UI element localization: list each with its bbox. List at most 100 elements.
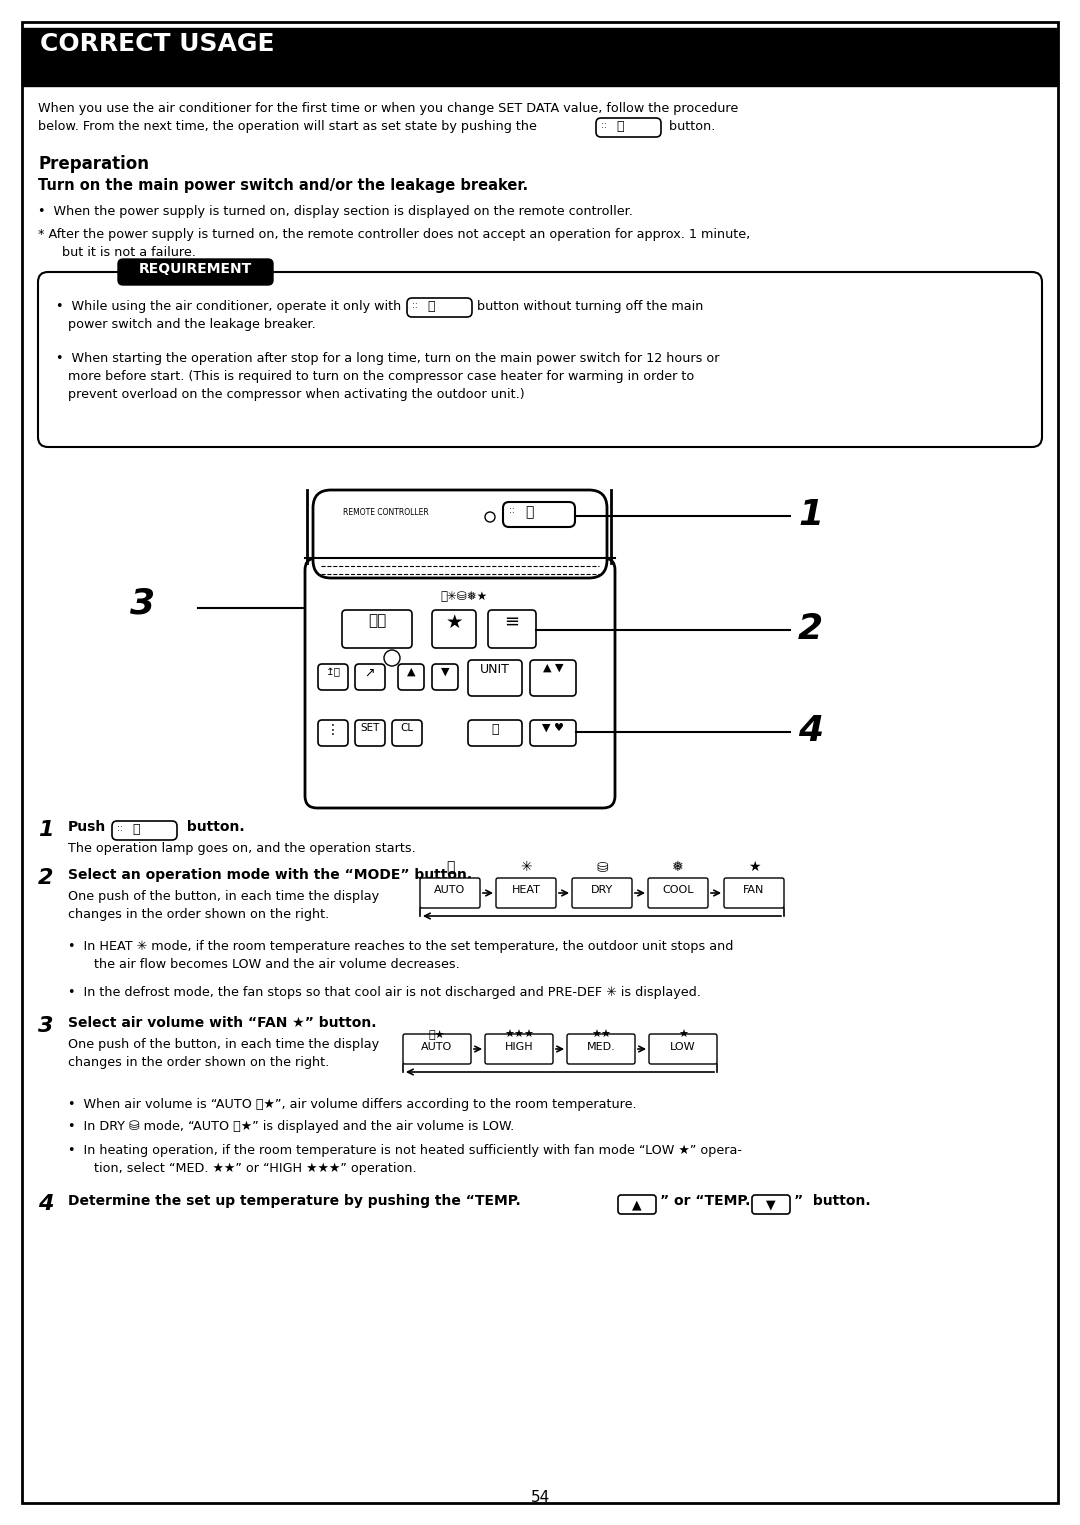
Text: Select air volume with “FAN ★” button.: Select air volume with “FAN ★” button. (68, 1016, 377, 1029)
FancyBboxPatch shape (112, 820, 177, 840)
FancyBboxPatch shape (355, 720, 384, 746)
Text: AUTO: AUTO (421, 1042, 453, 1052)
Text: •  In the defrost mode, the fan stops so that cool air is not discharged and PRE: • In the defrost mode, the fan stops so … (68, 987, 701, 999)
FancyBboxPatch shape (572, 878, 632, 907)
Text: ↥⏻: ↥⏻ (325, 666, 340, 677)
Text: Push: Push (68, 820, 106, 834)
FancyBboxPatch shape (38, 271, 1042, 447)
FancyBboxPatch shape (468, 660, 522, 695)
Text: the air flow becomes LOW and the air volume decreases.: the air flow becomes LOW and the air vol… (82, 958, 460, 971)
FancyBboxPatch shape (530, 660, 576, 695)
FancyBboxPatch shape (305, 558, 615, 808)
Text: DRY: DRY (591, 884, 613, 895)
Circle shape (384, 650, 400, 666)
FancyBboxPatch shape (399, 663, 424, 689)
Text: •  When starting the operation after stop for a long time, turn on the main powe: • When starting the operation after stop… (56, 352, 719, 364)
Text: •  When air volume is “AUTO Ⓐ★”, air volume differs according to the room temper: • When air volume is “AUTO Ⓐ★”, air volu… (68, 1098, 636, 1112)
FancyBboxPatch shape (318, 720, 348, 746)
Text: ★: ★ (747, 860, 760, 874)
Text: 4: 4 (38, 1194, 54, 1214)
Text: CORRECT USAGE: CORRECT USAGE (40, 32, 274, 56)
Text: ” or “TEMP.: ” or “TEMP. (660, 1194, 751, 1208)
Text: 2: 2 (38, 868, 54, 888)
Text: UNIT: UNIT (481, 663, 510, 676)
Text: One push of the button, in each time the display: One push of the button, in each time the… (68, 891, 379, 903)
Text: •  In HEAT ✳ mode, if the room temperature reaches to the set temperature, the o: • In HEAT ✳ mode, if the room temperatur… (68, 939, 733, 953)
FancyBboxPatch shape (485, 1034, 553, 1064)
Text: MED.: MED. (586, 1042, 616, 1052)
Text: •  While using the air conditioner, operate it only with: • While using the air conditioner, opera… (56, 300, 402, 313)
Text: Ⓐ: Ⓐ (446, 860, 455, 874)
FancyBboxPatch shape (530, 720, 576, 746)
Text: ★: ★ (445, 613, 462, 631)
Text: ▲: ▲ (632, 1199, 642, 1211)
Text: REQUIREMENT: REQUIREMENT (138, 262, 252, 276)
Text: ”  button.: ” button. (794, 1194, 870, 1208)
FancyBboxPatch shape (420, 878, 480, 907)
Text: ★★: ★★ (591, 1029, 611, 1040)
Text: ✳: ✳ (521, 860, 531, 874)
FancyBboxPatch shape (596, 117, 661, 137)
Text: 3: 3 (38, 1016, 54, 1035)
Text: more before start. (This is required to turn on the compressor case heater for w: more before start. (This is required to … (56, 371, 694, 383)
Text: 1: 1 (38, 820, 54, 840)
Text: ≡: ≡ (504, 613, 519, 631)
FancyBboxPatch shape (403, 1034, 471, 1064)
FancyBboxPatch shape (649, 1034, 717, 1064)
Text: ⏰⏻: ⏰⏻ (368, 613, 387, 628)
Text: ⏻: ⏻ (427, 300, 434, 313)
Text: •  When the power supply is turned on, display section is displayed on the remot: • When the power supply is turned on, di… (38, 204, 633, 218)
Text: ⛁: ⛁ (596, 860, 608, 874)
Text: ::: :: (117, 824, 123, 833)
Text: ▲: ▲ (407, 666, 415, 677)
Text: ::: :: (411, 300, 418, 310)
Text: 1: 1 (798, 499, 823, 532)
Text: 3: 3 (130, 586, 156, 621)
Text: 54: 54 (530, 1490, 550, 1505)
Circle shape (485, 512, 495, 522)
Text: The operation lamp goes on, and the operation starts.: The operation lamp goes on, and the oper… (68, 842, 416, 856)
Text: Select an operation mode with the “MODE” button.: Select an operation mode with the “MODE”… (68, 868, 472, 881)
Text: ▼: ▼ (766, 1199, 775, 1211)
Text: ▼: ▼ (441, 666, 449, 677)
Text: ⏻: ⏻ (616, 120, 623, 133)
Text: prevent overload on the compressor when activating the outdoor unit.): prevent overload on the compressor when … (56, 387, 525, 401)
Text: HEAT: HEAT (512, 884, 540, 895)
Text: Preparation: Preparation (38, 156, 149, 172)
Text: CL: CL (401, 723, 414, 734)
Text: •  In heating operation, if the room temperature is not heated sufficiently with: • In heating operation, if the room temp… (68, 1144, 742, 1157)
Text: SET: SET (361, 723, 380, 734)
FancyBboxPatch shape (648, 878, 708, 907)
Text: but it is not a failure.: but it is not a failure. (50, 246, 195, 259)
Text: ★: ★ (678, 1029, 688, 1040)
Text: Determine the set up temperature by pushing the “TEMP.: Determine the set up temperature by push… (68, 1194, 521, 1208)
FancyBboxPatch shape (432, 663, 458, 689)
Text: ▼ ♥: ▼ ♥ (542, 723, 564, 734)
Text: LOW: LOW (671, 1042, 696, 1052)
Text: Turn on the main power switch and/or the leakage breaker.: Turn on the main power switch and/or the… (38, 178, 528, 194)
Text: button.: button. (183, 820, 245, 834)
Text: Ⓐ★: Ⓐ★ (429, 1029, 445, 1040)
Text: ▲ ▼: ▲ ▼ (543, 663, 564, 673)
Text: ⋮: ⋮ (326, 723, 340, 737)
Text: REMOTE CONTROLLER: REMOTE CONTROLLER (343, 508, 429, 517)
Text: ::: :: (600, 120, 607, 130)
FancyBboxPatch shape (355, 663, 384, 689)
FancyBboxPatch shape (496, 878, 556, 907)
FancyBboxPatch shape (313, 490, 607, 578)
FancyBboxPatch shape (407, 297, 472, 317)
Text: ★★★: ★★★ (504, 1029, 534, 1040)
FancyBboxPatch shape (618, 1196, 656, 1214)
Text: FAN: FAN (743, 884, 765, 895)
FancyBboxPatch shape (468, 720, 522, 746)
Text: changes in the order shown on the right.: changes in the order shown on the right. (68, 1055, 329, 1069)
FancyBboxPatch shape (432, 610, 476, 648)
Text: ❅: ❅ (672, 860, 684, 874)
Text: changes in the order shown on the right.: changes in the order shown on the right. (68, 907, 329, 921)
Text: 2: 2 (798, 612, 823, 647)
Text: Ⓐ✳⛁❅★: Ⓐ✳⛁❅★ (440, 590, 487, 602)
Text: HIGH: HIGH (504, 1042, 534, 1052)
Text: 4: 4 (798, 714, 823, 747)
FancyBboxPatch shape (318, 663, 348, 689)
FancyBboxPatch shape (724, 878, 784, 907)
